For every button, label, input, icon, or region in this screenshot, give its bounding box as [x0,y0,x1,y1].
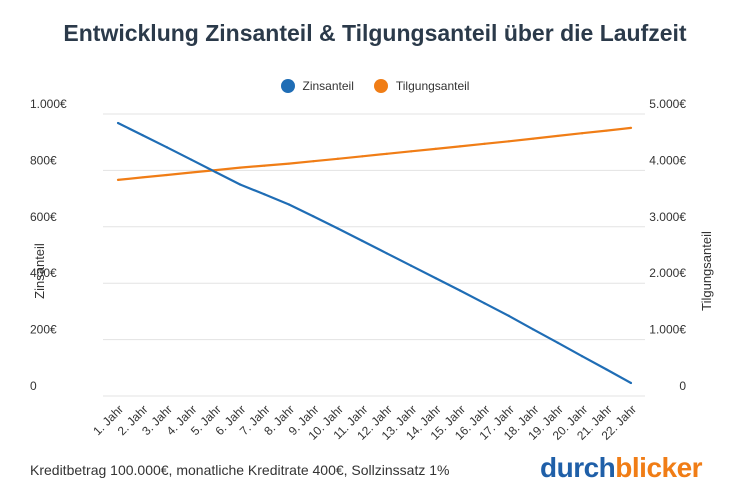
data-point-zinsanteil [287,203,291,206]
data-point-zinsanteil [263,193,266,196]
y-left-axis-title: Zinsanteil [32,243,47,299]
data-point-zinsanteil [385,252,388,255]
legend-item-tilgungsanteil[interactable]: Tilgungsanteil [373,79,470,93]
data-point-tilgungsanteil [361,155,364,158]
data-point-tilgungsanteil [190,171,193,174]
series-line-zinsanteil [117,122,632,384]
data-point-tilgungsanteil [410,150,413,153]
y-left-tick-label: 400€ [30,266,57,280]
data-point-zinsanteil [434,277,437,280]
data-point-tilgungsanteil [581,132,584,135]
y-right-tick-label: 0 [679,379,686,393]
y-right-tick-label: 4.000€ [649,153,686,167]
data-point-zinsanteil [581,355,584,358]
data-point-zinsanteil [361,239,364,242]
data-point-zinsanteil [190,158,193,161]
brand-logo[interactable]: durchblicker [540,452,703,484]
data-point-tilgungsanteil [629,126,633,129]
logo-part-durch: durch [540,452,616,483]
chart-legend: Zinsanteil Tilgungsanteil [0,79,750,93]
data-point-tilgungsanteil [605,129,608,132]
data-point-tilgungsanteil [507,140,510,143]
y-right-tick-label: 5.000€ [649,97,686,111]
legend-marker-zinsanteil [280,79,295,93]
data-point-zinsanteil [165,146,168,149]
y-left-tick-label: 800€ [30,153,57,167]
data-point-zinsanteil [214,170,217,174]
data-point-tilgungsanteil [532,137,535,140]
data-point-zinsanteil [116,121,120,125]
data-point-zinsanteil [507,314,510,318]
data-point-tilgungsanteil [214,168,217,172]
legend-marker-tilgungsanteil [373,79,388,93]
y-right-axis-title: Tilgungsanteil [699,231,714,311]
data-point-zinsanteil [458,289,462,292]
data-point-tilgungsanteil [483,142,486,145]
legend-item-zinsanteil[interactable]: Zinsanteil [280,79,354,93]
chart-footnote: Kreditbetrag 100.000€, monatliche Kredit… [30,462,450,478]
legend-label-zinsanteil: Zinsanteil [302,79,354,93]
data-point-zinsanteil [239,183,242,186]
data-point-tilgungsanteil [165,173,168,177]
data-point-tilgungsanteil [312,160,315,163]
data-point-tilgungsanteil [239,166,242,169]
y-left-tick-label: 600€ [30,210,57,224]
logo-part-blicker: blicker [615,452,703,483]
data-point-tilgungsanteil [458,145,462,148]
data-point-zinsanteil [483,302,486,305]
data-point-zinsanteil [312,215,315,218]
data-point-zinsanteil [556,341,559,344]
data-point-zinsanteil [605,368,608,371]
chart-title: Entwicklung Zinsanteil & Tilgungsanteil … [63,20,687,46]
series-line-tilgungsanteil [117,126,632,181]
data-point-zinsanteil [532,328,535,331]
data-point-zinsanteil [141,134,144,137]
legend-label-tilgungsanteil: Tilgungsanteil [395,79,470,93]
data-point-tilgungsanteil [287,162,291,165]
data-point-zinsanteil [629,381,633,385]
data-point-zinsanteil [410,264,413,267]
y-right-tick-label: 2.000€ [649,266,686,280]
data-point-tilgungsanteil [556,134,559,138]
y-right-tick-label: 1.000€ [649,323,686,337]
data-point-tilgungsanteil [141,176,144,179]
data-point-tilgungsanteil [263,164,266,167]
y-left-tick-label: 1.000€ [30,97,67,111]
y-right-tick-label: 3.000€ [649,210,686,224]
data-point-zinsanteil [336,227,339,230]
data-point-tilgungsanteil [434,147,437,150]
data-point-tilgungsanteil [116,178,120,181]
y-left-tick-label: 0 [30,379,37,393]
y-left-tick-label: 200€ [30,323,57,337]
data-point-tilgungsanteil [336,157,339,160]
data-point-tilgungsanteil [385,152,388,155]
